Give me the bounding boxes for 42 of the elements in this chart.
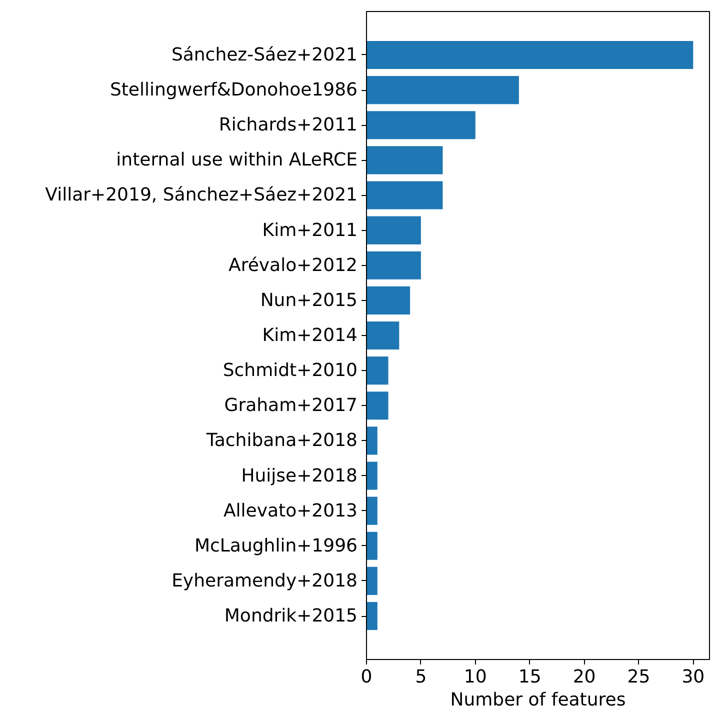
x-tick-label: 15 bbox=[518, 666, 542, 688]
x-tick-label: 10 bbox=[464, 666, 487, 688]
y-tick-label: Tachibana+2018 bbox=[205, 430, 358, 452]
bar bbox=[366, 76, 519, 104]
bar bbox=[366, 251, 421, 280]
x-axis-title: Number of features bbox=[450, 690, 626, 710]
x-tick-label: 25 bbox=[627, 666, 650, 688]
x-tick-label: 20 bbox=[572, 666, 596, 688]
bar bbox=[366, 146, 443, 174]
y-tick-label: Kim+2014 bbox=[262, 325, 358, 346]
x-tick-label: 5 bbox=[415, 666, 427, 688]
y-tick-label: Mondrik+2015 bbox=[224, 606, 358, 627]
x-tick-label: 0 bbox=[360, 666, 372, 688]
bar bbox=[366, 181, 443, 210]
bar bbox=[366, 462, 378, 490]
y-tick-label: McLaughlin+1996 bbox=[194, 535, 358, 556]
x-tick-label: 30 bbox=[682, 666, 705, 688]
bar bbox=[366, 532, 378, 560]
bar bbox=[366, 566, 378, 595]
y-tick-label: Graham+2017 bbox=[224, 395, 358, 416]
bar bbox=[366, 111, 476, 140]
bar bbox=[366, 216, 421, 244]
y-tick-label: Allevato+2013 bbox=[223, 500, 358, 522]
bar bbox=[366, 496, 378, 525]
bar bbox=[366, 286, 410, 314]
bar bbox=[366, 356, 388, 385]
y-tick-label: Nun+2015 bbox=[260, 290, 358, 311]
y-tick-label: Stellingwerf&Donohoe1986 bbox=[110, 80, 358, 101]
y-tick-label: Arévalo+2012 bbox=[228, 254, 358, 276]
bar bbox=[366, 40, 694, 70]
bar bbox=[366, 426, 378, 455]
y-tick-label: Huijse+2018 bbox=[241, 465, 358, 486]
bar bbox=[366, 602, 378, 630]
y-tick-label: Richards+2011 bbox=[218, 114, 358, 136]
bar bbox=[366, 392, 388, 420]
y-tick-label: internal use within ALeRCE bbox=[116, 150, 358, 171]
y-tick-label: Schmidt+2010 bbox=[222, 360, 358, 382]
y-tick-label: Villar+2019, Sánchez+Sáez+2021 bbox=[45, 184, 358, 206]
y-tick-label: Kim+2011 bbox=[262, 220, 358, 241]
y-tick-label: Eyheramendy+2018 bbox=[172, 570, 358, 592]
bar bbox=[366, 321, 400, 350]
y-tick-label: Sánchez-Sáez+2021 bbox=[171, 44, 358, 66]
